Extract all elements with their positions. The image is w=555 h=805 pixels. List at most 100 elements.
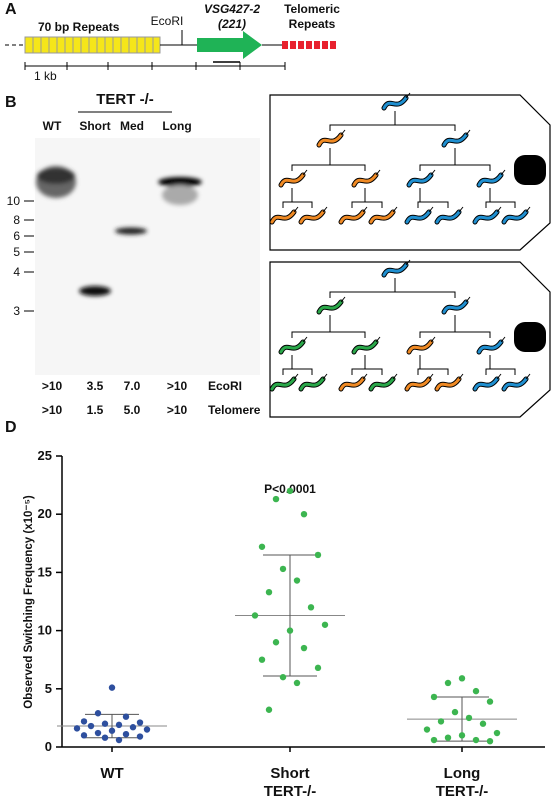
y-tick-label: 0: [45, 739, 52, 754]
trypanosome: [382, 96, 408, 110]
scale-label: 1 kb: [34, 69, 57, 83]
flagellum: [496, 373, 502, 380]
lane-label: Short: [79, 119, 110, 133]
data-point: [444, 679, 452, 687]
vsg-id: (221): [218, 17, 246, 31]
flagellum: [340, 129, 346, 136]
marker-label: 4: [13, 265, 20, 279]
data-point: [314, 664, 322, 672]
y-tick-label: 5: [45, 681, 52, 696]
data-point: [251, 612, 259, 619]
data-point: [486, 698, 494, 705]
size-value: >10: [167, 379, 188, 393]
trypanosome: [339, 210, 365, 224]
data-point: [87, 722, 95, 730]
trypanosome: [369, 210, 395, 224]
flagellum: [340, 296, 346, 303]
flagellum: [525, 206, 531, 213]
data-point: [465, 714, 473, 722]
trypanosome: [502, 377, 528, 391]
data-point: [479, 720, 487, 727]
lineage-bracket: [329, 278, 456, 298]
y-tick-label: 15: [38, 564, 52, 579]
group-label: TERT -/-: [96, 91, 154, 108]
data-point: [451, 708, 459, 716]
trypanosome: [299, 377, 325, 391]
size-value: >10: [42, 379, 63, 393]
y-tick-label: 20: [38, 506, 52, 521]
data-point: [108, 727, 116, 734]
lineage-bracket: [485, 188, 516, 208]
repeats-box: [24, 36, 161, 54]
flagellum: [293, 206, 299, 213]
flagellum: [465, 296, 471, 303]
telomere-unit: [330, 41, 336, 49]
size-value: 5.0: [124, 403, 141, 417]
panel-label: A: [5, 1, 17, 18]
sd-bar: [263, 554, 317, 677]
size-value: >10: [42, 403, 63, 417]
data-point: [430, 736, 438, 744]
trypanosome: [369, 377, 395, 391]
lineage-bracket: [485, 355, 516, 375]
marker-label: 10: [7, 194, 21, 208]
trypanosome: [339, 377, 365, 391]
flagellum: [500, 169, 506, 176]
flask: [269, 94, 551, 251]
row-name: Telomere: [208, 403, 261, 417]
lineage-bracket: [419, 315, 491, 338]
ecori-label: EcoRI: [151, 14, 184, 28]
y-tick-label: 10: [38, 623, 52, 638]
size-value: 3.5: [87, 379, 104, 393]
x-tick-label: Short TERT-/-: [264, 765, 317, 800]
trypanosome: [270, 377, 296, 391]
data-point: [293, 577, 301, 584]
data-point: [101, 720, 109, 727]
trypanosome: [382, 263, 408, 277]
lineage-diagram: [269, 92, 551, 418]
flagellum: [302, 336, 308, 343]
y-axis-label: Observed Switching Frequency (x10⁻⁵): [23, 495, 35, 709]
data-point: [286, 487, 294, 495]
trypanosome: [279, 173, 305, 187]
flagellum: [293, 373, 299, 380]
data-point: [307, 604, 315, 611]
data-point: [272, 495, 280, 503]
trypanosome: [279, 340, 305, 354]
data-point: [80, 718, 88, 725]
data-point: [279, 673, 287, 681]
trypanosome: [299, 210, 325, 224]
panel-label: B: [5, 94, 17, 111]
trypanosome: [477, 340, 503, 354]
trypanosome: [317, 133, 343, 147]
data-point: [94, 729, 102, 737]
flagellum: [430, 336, 436, 343]
flagellum: [375, 169, 381, 176]
flagellum: [430, 169, 436, 176]
telomere-repeats: [282, 41, 336, 49]
flagellum: [322, 373, 328, 380]
trypanosome: [407, 340, 433, 354]
lineage-bracket: [291, 315, 366, 338]
data-point: [293, 679, 301, 687]
lane-label: Med: [120, 119, 144, 133]
data-point: [265, 706, 273, 713]
trypanosome: [270, 210, 296, 224]
flagellum: [428, 373, 434, 380]
data-point: [493, 729, 501, 737]
flagellum: [302, 169, 308, 176]
data-point: [94, 710, 102, 717]
data-point: [321, 621, 329, 628]
trypanosome: [407, 173, 433, 187]
data-point: [101, 734, 109, 741]
vsg-label: VSG427-2: [204, 2, 260, 16]
flask-cap: [514, 155, 546, 185]
flagellum: [458, 373, 464, 380]
lineage-bracket: [351, 188, 383, 208]
flagellum: [458, 206, 464, 213]
marker-label: 3: [13, 304, 20, 318]
data-point: [129, 724, 137, 731]
plot: 0 5 10 15 20 25 WT Short TERT-/- Long TERT-/-: [38, 448, 517, 800]
flagellum: [322, 206, 328, 213]
